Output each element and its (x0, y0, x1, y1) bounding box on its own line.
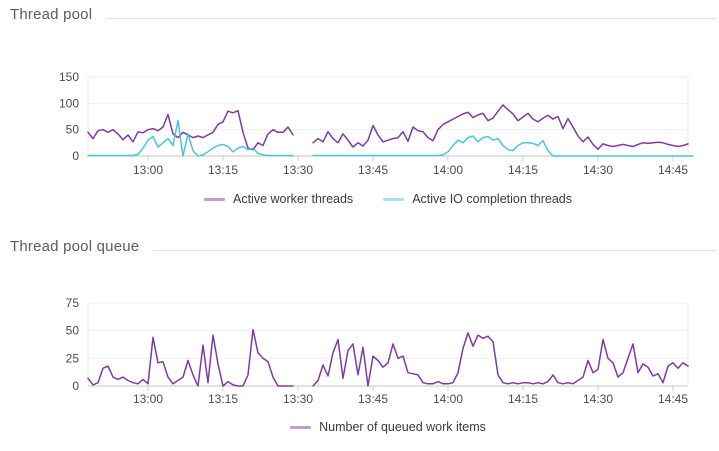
legend-swatch-queue (290, 425, 312, 429)
thread-pool-queue-legend: Number of queued work items (88, 420, 688, 434)
x-tick-label: 13:45 (358, 163, 388, 177)
legend-label: Active worker threads (233, 192, 354, 206)
y-tick-label: 25 (66, 351, 80, 365)
x-tick-label: 14:00 (433, 163, 463, 177)
chart-canvas: 0 25 50 75 13:00 13:15 13:30 13:45 14:00 14:15 14:… (66, 296, 689, 406)
thread-pool-legend: Active worker threads Active IO completi… (88, 192, 688, 206)
chart-canvas: 0 50 100 150 13:00 13:15 13:30 13:45 14:00 14:15 1… (59, 70, 694, 177)
legend-item-active-io-completion-threads[interactable]: Active IO completion threads (383, 192, 572, 206)
series-line-number-of-queued-work-items (312, 332, 689, 387)
x-tick-label: 14:00 (433, 392, 463, 406)
thread-pool-queue-header: Thread pool queue (10, 238, 716, 255)
divider-line (106, 18, 716, 19)
x-tick-label: 14:30 (583, 392, 613, 406)
x-tick-label: 13:15 (208, 163, 238, 177)
x-tick-label: 14:45 (658, 392, 688, 406)
x-tick-label: 13:00 (133, 163, 163, 177)
y-tick-label: 0 (72, 149, 79, 163)
y-tick-label: 150 (59, 70, 79, 84)
x-tick-label: 13:45 (358, 392, 388, 406)
thread-pool-chart[interactable]: 0 50 100 150 13:00 13:15 13:30 13:45 14:00 14:15 1… (0, 60, 719, 185)
series-line-active-worker-threads (87, 109, 294, 151)
x-tick-label: 13:00 (133, 392, 163, 406)
legend-label: Active IO completion threads (412, 192, 572, 206)
legend-swatch-worker (204, 197, 225, 201)
thread-pool-queue-title: Thread pool queue (10, 238, 140, 255)
series-line-active-io-completion-threads (87, 119, 294, 157)
thread-pool-title: Thread pool (10, 6, 93, 23)
legend-label: Number of queued work items (319, 420, 486, 434)
x-tick-label: 14:45 (658, 163, 688, 177)
y-tick-label: 50 (66, 123, 80, 137)
y-tick-label: 75 (66, 296, 80, 310)
legend-swatch-io (383, 197, 405, 201)
x-tick-label: 13:30 (283, 392, 313, 406)
x-tick-label: 13:30 (283, 163, 313, 177)
series-line-number-of-queued-work-items (87, 328, 294, 387)
x-tick-label: 14:15 (508, 163, 538, 177)
y-tick-label: 50 (66, 324, 80, 338)
thread-pool-header: Thread pool (10, 6, 716, 23)
legend-item-active-worker-threads[interactable]: Active worker threads (204, 192, 353, 206)
series-line-active-io-completion-threads (312, 135, 694, 157)
y-tick-label: 100 (59, 96, 79, 110)
series-line-active-worker-threads (312, 104, 689, 150)
legend-item-queued-work-items[interactable]: Number of queued work items (290, 420, 486, 434)
divider-line (153, 250, 716, 251)
x-tick-label: 14:15 (508, 392, 538, 406)
y-tick-label: 0 (72, 379, 79, 393)
thread-pool-queue-chart[interactable]: 0 25 50 75 13:00 13:15 13:30 13:45 14:00 14:15 14:… (0, 290, 719, 415)
x-tick-label: 14:30 (583, 163, 613, 177)
x-tick-label: 13:15 (208, 392, 238, 406)
